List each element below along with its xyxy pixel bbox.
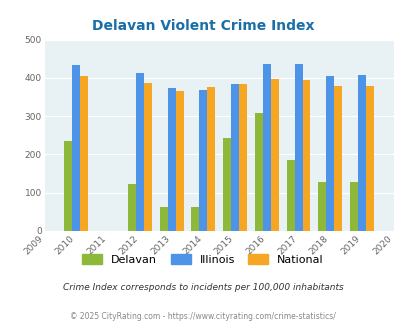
Text: Delavan Violent Crime Index: Delavan Violent Crime Index: [92, 19, 313, 33]
Bar: [207, 87, 215, 231]
Bar: [159, 207, 167, 231]
Bar: [191, 207, 199, 231]
Bar: [254, 113, 262, 231]
Bar: [349, 182, 357, 231]
Bar: [199, 90, 207, 231]
Bar: [72, 65, 80, 231]
Text: Crime Index corresponds to incidents per 100,000 inhabitants: Crime Index corresponds to incidents per…: [62, 282, 343, 292]
Bar: [175, 91, 183, 231]
Bar: [333, 85, 341, 231]
Bar: [262, 64, 270, 231]
Bar: [167, 88, 175, 231]
Bar: [64, 141, 72, 231]
Text: © 2025 CityRating.com - https://www.cityrating.com/crime-statistics/: © 2025 CityRating.com - https://www.city…: [70, 312, 335, 321]
Bar: [294, 64, 302, 231]
Bar: [365, 86, 373, 231]
Bar: [286, 160, 294, 231]
Bar: [230, 84, 239, 231]
Bar: [136, 73, 143, 231]
Bar: [143, 83, 151, 231]
Bar: [357, 75, 365, 231]
Legend: Delavan, Illinois, National: Delavan, Illinois, National: [78, 250, 327, 269]
Bar: [326, 76, 333, 231]
Bar: [128, 184, 136, 231]
Bar: [239, 84, 246, 231]
Bar: [270, 80, 278, 231]
Bar: [318, 182, 326, 231]
Bar: [80, 76, 88, 231]
Bar: [302, 80, 310, 231]
Bar: [223, 138, 230, 231]
